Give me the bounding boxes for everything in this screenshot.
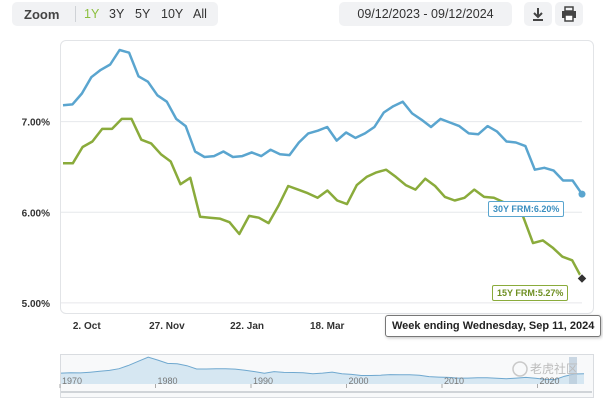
download-button[interactable] bbox=[524, 2, 552, 26]
navigator-tick-label-5: 2020 bbox=[539, 376, 559, 386]
y-tick-label-0: 5.00% bbox=[22, 299, 50, 310]
series-end-label-30y: 30Y FRM:6.20% bbox=[488, 201, 565, 217]
navigator-area bbox=[61, 357, 584, 384]
date-range-display[interactable]: 09/12/2023 - 09/12/2024 bbox=[339, 2, 512, 26]
navigator-tick-label-1: 1980 bbox=[157, 376, 177, 386]
series-line-30y-frm bbox=[62, 48, 584, 195]
zoom-1y-button[interactable]: 1Y bbox=[84, 7, 100, 21]
zoom-10y-button[interactable]: 10Y bbox=[161, 7, 184, 21]
series-end-label-15y: 15Y FRM:5.27% bbox=[492, 285, 569, 301]
zoom-selector: Zoom 1Y 3Y 5Y 10Y All bbox=[12, 2, 218, 26]
navigator-tick-label-2: 1990 bbox=[253, 376, 273, 386]
download-icon bbox=[533, 8, 543, 21]
navigator-tick-label-3: 2000 bbox=[348, 376, 368, 386]
hover-tooltip: Week ending Wednesday, Sep 11, 2024 bbox=[385, 315, 602, 337]
navigator-line bbox=[60, 356, 585, 381]
y-tick-label-1: 6.00% bbox=[22, 208, 50, 219]
series-line-15y-frm bbox=[63, 117, 584, 280]
plot-area bbox=[60, 40, 594, 314]
x-tick-label-2: 22. Jan bbox=[230, 321, 264, 332]
zoom-3y-button[interactable]: 3Y bbox=[109, 7, 125, 21]
navigator-selection-window bbox=[569, 357, 577, 384]
zoom-label: Zoom bbox=[24, 7, 60, 22]
y-tick-label-2: 7.00% bbox=[22, 118, 50, 129]
x-tick-label-1: 27. Nov bbox=[149, 321, 185, 332]
series-end-marker-15y-frm bbox=[576, 272, 588, 285]
chart-toolbar: Zoom 1Y 3Y 5Y 10Y All 09/12/2023 - 09/12… bbox=[0, 0, 603, 30]
x-tick-label-3: 18. Mar bbox=[310, 321, 345, 332]
zoom-divider bbox=[75, 6, 76, 22]
zoom-5y-button[interactable]: 5Y bbox=[135, 7, 151, 21]
zoom-all-button[interactable]: All bbox=[193, 7, 207, 21]
print-button[interactable] bbox=[555, 2, 583, 26]
series-end-marker-30y-frm bbox=[578, 190, 586, 198]
print-icon bbox=[562, 6, 576, 22]
navigator-tick-label-0: 1970 bbox=[62, 376, 82, 386]
navigator-tick-label-4: 2010 bbox=[444, 376, 464, 386]
x-tick-label-0: 2. Oct bbox=[73, 321, 101, 332]
